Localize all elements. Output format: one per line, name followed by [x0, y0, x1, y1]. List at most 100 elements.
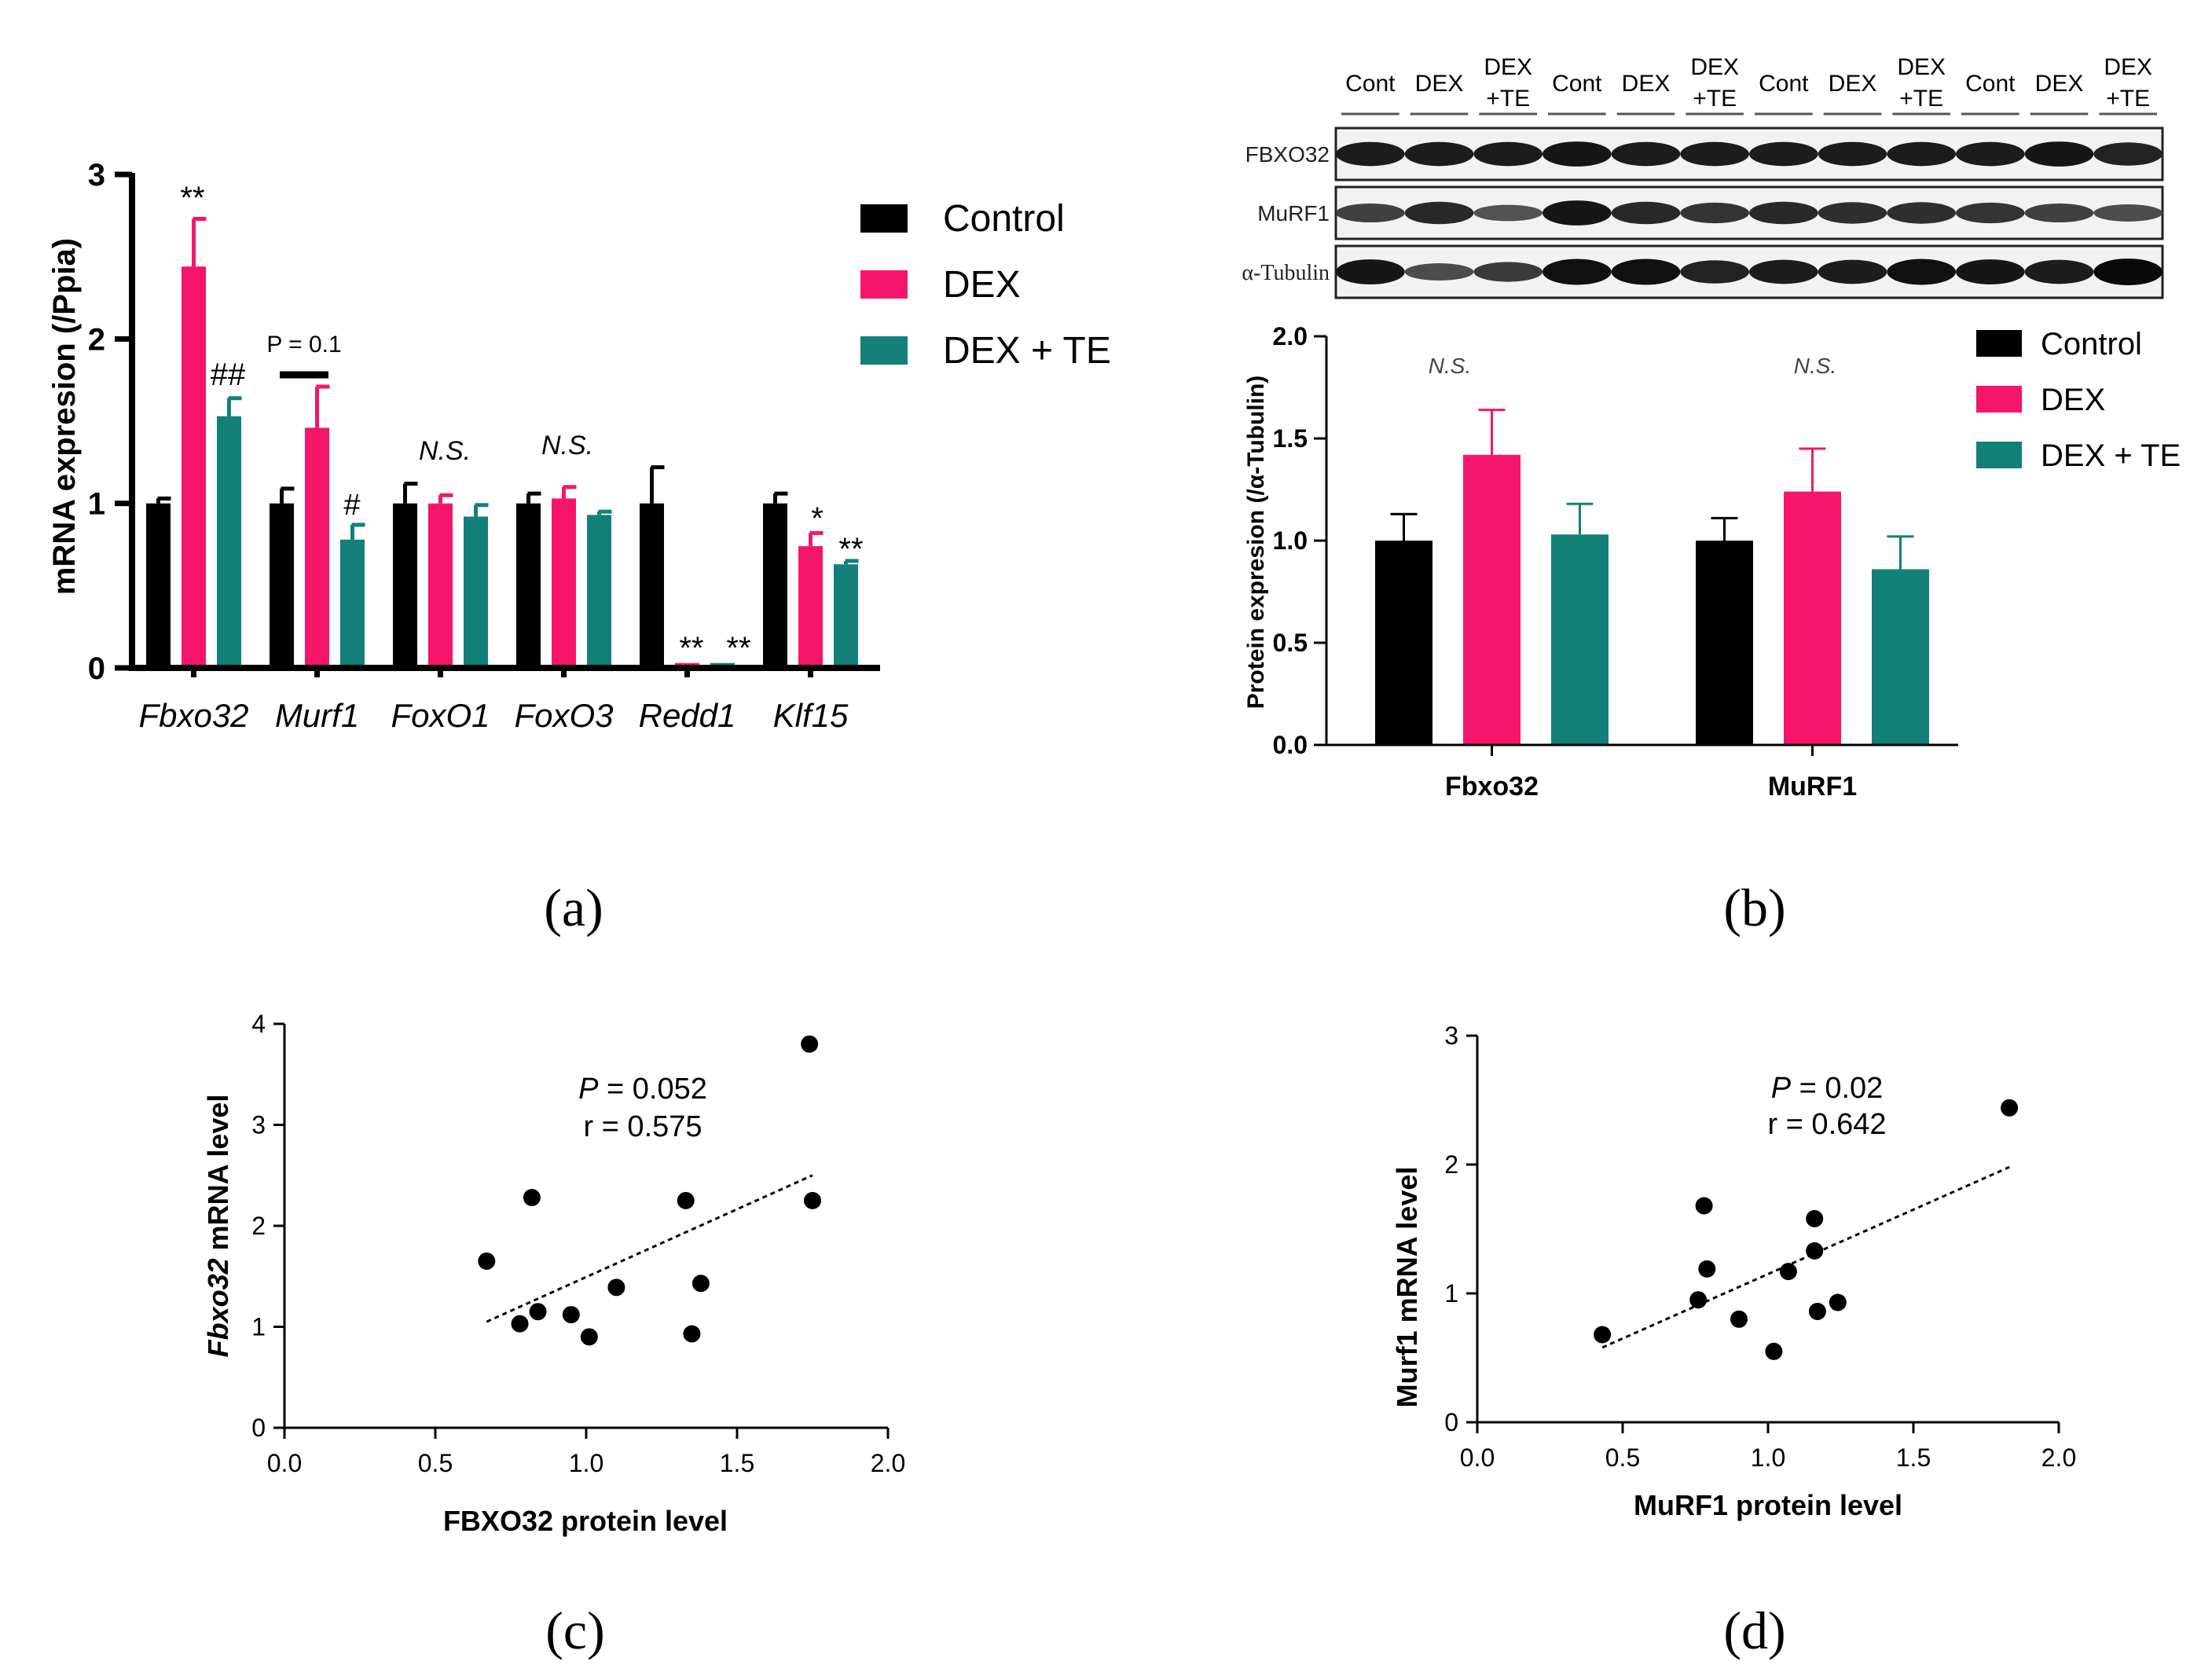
panel-c-stat-p-rest: = 0.052 — [598, 1073, 706, 1106]
panel-c-stat-p: P = 0.052 — [578, 1073, 707, 1106]
blot-band-tubulin-lane-8 — [1818, 259, 1887, 284]
scatter-point-6 — [1765, 1342, 1783, 1360]
y-tick-label-3: 3 — [1444, 1022, 1458, 1050]
legend-label-dex: DEX — [943, 264, 1021, 306]
panel-d-stat-r: r = 0.642 — [1767, 1108, 1886, 1141]
scatter-point-12 — [804, 1191, 821, 1209]
panel-b-x-tick-labels: Fbxo32 MuRF1 — [1445, 772, 1857, 801]
bar-klf15-dex-te — [834, 564, 858, 668]
blot-band-murf1-lane-5 — [1611, 201, 1681, 225]
panel-b: Cont DEX DEX +TE Cont DEX DEX +TE Cont DEX DEX +TE C… — [1242, 54, 2181, 801]
legend-swatch-control — [860, 204, 908, 233]
blot-lane-label-8: DEX — [1829, 71, 1877, 97]
annotation-klf15-dex-star: * — [811, 501, 824, 536]
panel-d-x-axis-label: MuRF1 protein level — [1634, 1489, 1902, 1521]
x-tick-label-2.0: 2.0 — [2041, 1443, 2076, 1472]
y-tick-label-1: 1 — [251, 1313, 266, 1341]
scatter-point-5 — [562, 1306, 580, 1324]
scatter-point-2 — [1689, 1291, 1708, 1309]
blot-band-fbxo32-lane-10 — [1956, 141, 2025, 167]
blot-lane-label-9-line1: DEX — [1897, 54, 1946, 80]
scatter-point-8 — [1806, 1209, 1824, 1227]
bar-murf1-dex-te — [340, 539, 365, 668]
bar-fbxo32-control — [146, 503, 171, 668]
blot-band-murf1-lane-7 — [1749, 201, 1818, 225]
panel-a-legend: Control DEX DEX + TE — [860, 198, 1111, 372]
legend-swatch-dex — [1976, 386, 2022, 413]
blot-band-fbxo32-lane-2 — [1404, 141, 1474, 167]
scatter-point-5 — [1730, 1310, 1748, 1328]
y-tick-label-0: 0 — [88, 651, 105, 686]
blot-band-murf1-lane-1 — [1336, 203, 1405, 223]
panel-c-y-axis-label: Fbxo32 mRNA level — [202, 1095, 234, 1358]
annotation-redd1-te-stars: ** — [726, 631, 750, 666]
legend-label-control: Control — [2041, 327, 2142, 361]
blot-lane-label-1: Cont — [1345, 71, 1396, 97]
annotation-fbxo32-te-hash: ## — [211, 358, 246, 392]
annotation-redd1-dex-stars: ** — [679, 631, 703, 666]
blot-band-murf1-lane-4 — [1543, 200, 1612, 226]
blot-band-tubulin-lane-10 — [1956, 259, 2025, 284]
panel-d-stat-p: P = 0.02 — [1771, 1072, 1884, 1105]
blot-lane-label-6-line1: DEX — [1690, 54, 1739, 80]
scatter-point-12 — [2001, 1099, 2019, 1117]
blot-lane-label-11: DEX — [2035, 71, 2084, 97]
scatter-point-2 — [511, 1315, 529, 1333]
panel-a-bars — [146, 217, 859, 668]
blot-band-tubulin-lane-4 — [1543, 259, 1612, 285]
scatter-point-1 — [478, 1252, 496, 1270]
bar-fbxo32-dex — [1463, 454, 1521, 745]
blot-band-fbxo32-lane-5 — [1611, 141, 1681, 167]
bar-fbxo32-dex-te — [1551, 534, 1609, 745]
annotation-foxo3-ns: N.S. — [541, 431, 593, 460]
blot-lane-label-3-line1: DEX — [1484, 54, 1532, 80]
x-tick-label-fbxo32: Fbxo32 — [1445, 772, 1539, 801]
bar-foxo1-dex — [428, 503, 453, 668]
bar-murf1-control — [270, 503, 294, 668]
x-tick-label-fbxo32: Fbxo32 — [138, 697, 248, 734]
panel-label-a: (a) — [544, 878, 603, 937]
panel-a-x-tick-labels: Fbxo32 Murf1 FoxO1 FoxO3 Redd1 Klf15 — [138, 697, 849, 734]
blot-band-tubulin-lane-1 — [1336, 259, 1405, 284]
y-tick-label-0.0: 0.0 — [1273, 731, 1308, 759]
bar-redd1-control — [640, 503, 664, 668]
blot-row-label-murf1: MuRF1 — [1257, 201, 1330, 226]
blot-band-fbxo32-lane-4 — [1543, 141, 1612, 167]
y-tick-label-0: 0 — [251, 1414, 266, 1442]
blot-band-tubulin-lane-5 — [1611, 259, 1681, 285]
blot-band-tubulin-lane-3 — [1473, 262, 1543, 282]
panel-d-stat-p-italic: P — [1771, 1072, 1792, 1105]
annotation-klf15-te-stars: ** — [838, 532, 863, 567]
panel-b-legend: Control DEX DEX + TE — [1976, 327, 2181, 473]
panel-c-y-axis-label-rest: mRNA level — [202, 1095, 234, 1259]
blot-band-fbxo32-lane-7 — [1749, 141, 1818, 167]
x-tick-label-murf1: Murf1 — [275, 697, 359, 734]
bar-foxo3-dex — [552, 498, 576, 668]
legend-swatch-dex-te — [860, 336, 908, 365]
x-tick-label-1.0: 1.0 — [1751, 1443, 1785, 1472]
annotation-fbxo32-ns: N.S. — [1429, 354, 1471, 378]
legend-swatch-dex-te — [1976, 442, 2022, 468]
blot-lane-label-3-line2: +TE — [1486, 86, 1530, 112]
panel-c-scatter: 0.0 0.5 1.0 1.5 2.0 0 1 2 3 4 FBXO32 protein leve… — [202, 1010, 905, 1537]
scatter-point-3 — [523, 1189, 541, 1207]
blot-row-label-tubulin: α-Tubulin — [1242, 261, 1330, 285]
y-tick-label-2.0: 2.0 — [1273, 322, 1308, 350]
x-tick-label-0.0: 0.0 — [267, 1449, 302, 1477]
blot-band-murf1-lane-2 — [1404, 201, 1474, 225]
scatter-point-6 — [580, 1328, 598, 1346]
bar-klf15-control — [763, 503, 787, 668]
x-tick-label-foxo1: FoxO1 — [391, 697, 490, 734]
blot-lane-label-9-line2: +TE — [1899, 86, 1943, 112]
y-tick-label-1.0: 1.0 — [1273, 526, 1308, 555]
blot-band-fbxo32-lane-3 — [1473, 141, 1543, 167]
x-tick-label-murf1: MuRF1 — [1768, 772, 1857, 801]
blot-band-tubulin-lane-9 — [1887, 259, 1957, 285]
bar-foxo1-dex-te — [464, 516, 488, 668]
blot-lane-label-6-line2: +TE — [1693, 86, 1737, 112]
y-tick-label-0.5: 0.5 — [1273, 629, 1308, 657]
blot-band-fbxo32-lane-1 — [1336, 141, 1405, 167]
scatter-point-4 — [529, 1303, 547, 1321]
blot-band-tubulin-lane-12 — [2093, 259, 2163, 285]
blot-lane-label-5: DEX — [1622, 71, 1671, 97]
